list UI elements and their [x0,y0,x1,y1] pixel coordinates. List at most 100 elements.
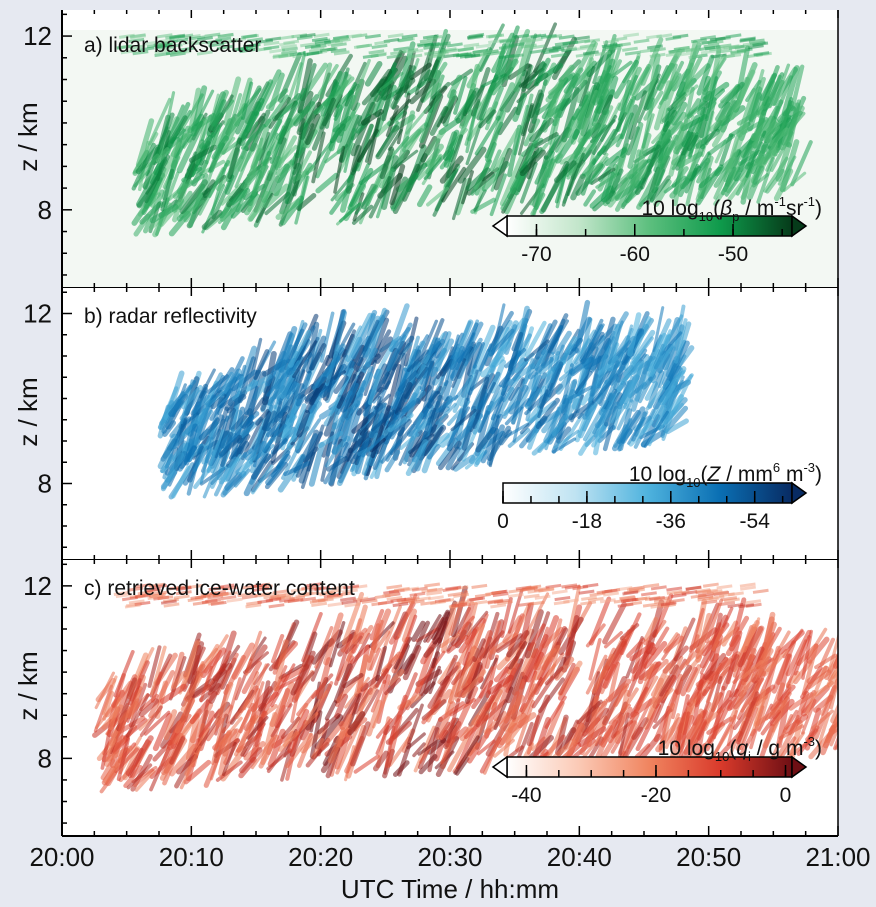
upper-layer-streak [580,600,597,606]
backscatter-streak [423,149,450,180]
backscatter-streak [371,409,396,432]
upper-layer-streak [423,44,440,50]
backscatter-streak [496,386,515,419]
backscatter-streak [186,678,216,701]
backscatter-streak [653,80,672,131]
colorbar-max-extend [791,755,808,779]
backscatter-streak [125,735,154,776]
backscatter-streak [201,209,223,230]
backscatter-streak [801,629,813,680]
backscatter-streak [487,310,514,353]
backscatter-streak [340,627,368,653]
upper-layer-streak [156,33,173,39]
backscatter-streak [378,168,394,189]
upper-layer-streak [138,46,155,52]
backscatter-streak [519,161,538,204]
upper-layer-streak [719,53,735,59]
upper-layer-streak [387,33,404,39]
upper-layer-streak [446,42,463,48]
colorbar-label-open: ( [713,197,720,220]
upper-layer-streak [424,50,441,56]
backscatter-streak [602,46,622,100]
backscatter-streak [259,170,273,198]
upper-layer-streak [534,594,551,600]
backscatter-streak [311,97,336,151]
backscatter-streak [592,114,618,156]
backscatter-streak [419,337,441,391]
backscatter-streak [833,734,838,751]
upper-layer-streak [426,587,443,593]
upper-layer-streak [208,585,225,592]
upper-layer-streak [341,588,358,594]
backscatter-streak [293,118,305,170]
backscatter-streak [551,398,580,437]
backscatter-streak [258,680,278,712]
backscatter-streak [653,178,672,207]
backscatter-streak [144,154,171,204]
upper-layer-streak [753,51,770,57]
backscatter-streak [304,113,321,146]
backscatter-streak [401,608,417,643]
backscatter-streak [367,368,383,405]
upper-layer-streak [646,44,663,50]
upper-layer-streak [690,38,707,44]
backscatter-streak [701,692,722,732]
backscatter-streak [517,683,539,729]
upper-layer-streak [301,585,318,591]
backscatter-streak [576,699,603,725]
upper-layer-streak [353,43,370,49]
backscatter-streak [485,110,506,163]
backscatter-streak [682,86,695,128]
upper-layer-streak [407,48,424,54]
backscatter-streak [342,672,364,689]
backscatter-streak [317,64,339,96]
colorbar-label-close: ) [815,463,822,486]
upper-layer-streak [315,40,332,46]
upper-layer-streak [499,38,516,44]
upper-layer-streak [398,599,414,605]
backscatter-streak [464,451,487,470]
backscatter-streak [308,441,325,487]
backscatter-streak [138,153,160,180]
upper-layer-streak [157,42,174,48]
backscatter-streak [223,453,243,483]
backscatter-streak [241,124,266,150]
backscatter-streak [248,170,263,207]
backscatter-streak [758,616,775,666]
backscatter-streak [495,633,523,654]
upper-layer-streak [113,590,130,596]
backscatter-streak [370,679,387,713]
panel-label: c) retrieved ice-water content [84,577,355,600]
colorbar-label-symbol: q [736,737,748,760]
backscatter-streak [141,177,163,215]
backscatter-streak [162,420,176,437]
backscatter-streak [270,411,288,464]
upper-layer-streak [701,39,718,45]
backscatter-streak [481,73,507,88]
backscatter-streak [210,99,227,132]
backscatter-streak [727,173,751,202]
backscatter-streak [288,329,312,368]
backscatter-streak [703,653,727,680]
backscatter-streak [416,184,433,208]
backscatter-streak [754,648,774,678]
backscatter-streak [250,464,274,495]
backscatter-streak [591,108,610,143]
backscatter-streak [418,746,432,764]
colorbar-label-symbol: β [719,197,732,220]
backscatter-streak [819,637,835,667]
backscatter-streak [172,178,193,199]
backscatter-streak [397,418,412,437]
backscatter-streak [617,711,640,756]
colorbar-label-sup1: 6 [773,460,780,475]
backscatter-streak [292,165,316,182]
backscatter-streak [512,406,524,443]
upper-layer-streak [257,38,274,44]
backscatter-streak [138,698,160,718]
upper-layer-streak [451,602,468,608]
backscatter-streak [631,717,649,740]
backscatter-streak [428,665,442,695]
backscatter-streak [102,754,126,784]
